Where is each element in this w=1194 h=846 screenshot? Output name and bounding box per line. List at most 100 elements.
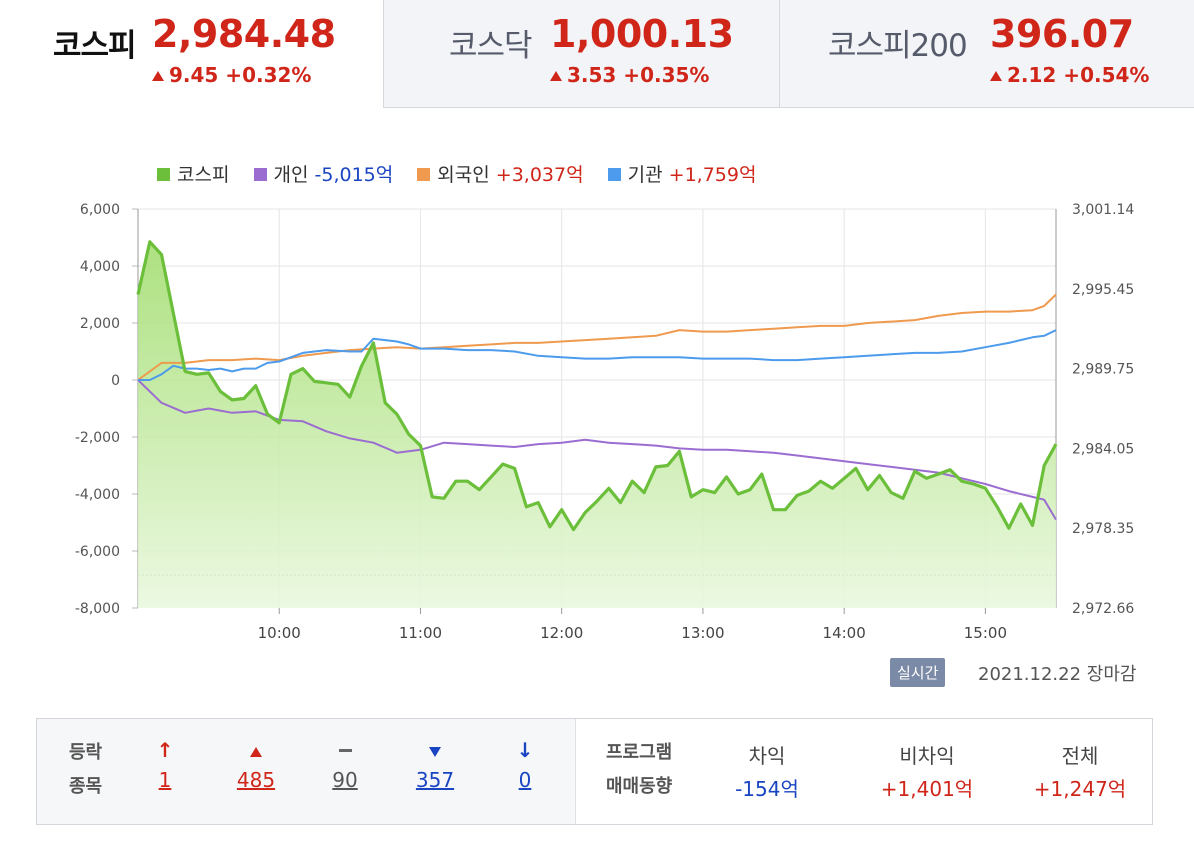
legend-swatch xyxy=(253,168,267,181)
y-tick-label-right: 2,995.45 xyxy=(1072,282,1134,298)
series-line-kospi xyxy=(136,240,1058,532)
program-non-arbitrage-label: 비차익 xyxy=(899,744,955,768)
rise-triangle-icon xyxy=(226,735,286,765)
title-line: 등락 xyxy=(69,742,103,763)
program-total-value: +1,247억 xyxy=(1005,771,1155,807)
tab-kospi200-change: 2.12 +0.54% xyxy=(990,63,1149,87)
unchanged-count[interactable]: 90 xyxy=(332,768,358,792)
program-arbitrage-label: 차익 xyxy=(748,744,786,768)
up-triangle-icon xyxy=(990,71,1002,81)
value-unit: 억 xyxy=(1107,777,1127,801)
lower-limit-count[interactable]: 0 xyxy=(518,768,532,792)
tab-kospi-name: 코스피 xyxy=(53,28,137,64)
y-tick-label-right: 2,972.66 xyxy=(1072,601,1134,617)
series-area-kospi xyxy=(138,241,1056,609)
x-tick-label: 10:00 xyxy=(258,624,301,642)
up-triangle-icon xyxy=(550,71,562,81)
falling-stocks[interactable]: 357 xyxy=(405,735,465,795)
program-total: 전체 +1,247억 xyxy=(1005,741,1155,807)
advance-decline-section: 등락 종목 ↑ 1 485 90 357 ↓ 0 xyxy=(37,719,576,824)
value-number: +1,247 xyxy=(1033,777,1108,801)
tab-kospi200-change-text: 2.12 +0.54% xyxy=(1007,63,1150,87)
fall-triangle-icon xyxy=(405,735,465,765)
value-unit: 억 xyxy=(954,777,974,801)
investor-trend-chart: 6,000 4,000 2,000 0 -2,000 -4,000 -6,000 -8,000… xyxy=(75,202,1135,642)
tab-kosdaq[interactable]: 코스닥 1,000.13 3.53 +0.35% xyxy=(383,0,779,108)
upper-limit-arrow-icon: ↑ xyxy=(156,738,174,762)
legend-individual[interactable]: 개인 -5,015억 xyxy=(253,160,394,187)
title-line: 매매동향 xyxy=(606,776,673,797)
x-tick-label: 15:00 xyxy=(964,624,1007,642)
y-tick-label-right: 2,989.75 xyxy=(1072,362,1134,378)
legend-label: 개인 xyxy=(273,164,309,186)
y-tick-label-left: -2,000 xyxy=(75,430,120,446)
realtime-badge: 실시간 xyxy=(890,658,946,687)
y-tick-label-left: 6,000 xyxy=(80,202,120,218)
y-tick-label-left: -8,000 xyxy=(75,601,120,617)
market-summary-panel: 등락 종목 ↑ 1 485 90 357 ↓ 0 프로그램 매매동향 차익 -1… xyxy=(36,718,1153,825)
y-tick-label-right: 2,984.05 xyxy=(1072,441,1134,457)
y-tick-label-right: 3,001.14 xyxy=(1072,202,1134,218)
series-line-foreigner xyxy=(137,293,1057,381)
advance-decline-title: 등락 종목 xyxy=(69,736,102,804)
tab-kosdaq-value: 1,000.13 xyxy=(550,12,734,56)
flat-dash-icon xyxy=(315,735,375,765)
series-line-institution xyxy=(138,329,1057,381)
falling-count[interactable]: 357 xyxy=(415,768,455,792)
tab-kospi200-name: 코스피200 xyxy=(828,28,968,64)
title-line: 종목 xyxy=(69,776,103,797)
legend-swatch xyxy=(607,168,621,181)
rising-count[interactable]: 485 xyxy=(236,768,276,792)
legend-value: +3,037억 xyxy=(495,164,584,186)
tab-kospi200[interactable]: 코스피200 396.07 2.12 +0.54% xyxy=(779,0,1194,108)
upper-limit-stocks[interactable]: ↑ 1 xyxy=(135,735,195,795)
tab-kosdaq-change: 3.53 +0.35% xyxy=(550,63,709,87)
tab-kospi-change-text: 9.45 +0.32% xyxy=(169,63,312,87)
y-tick-label-left: 2,000 xyxy=(80,316,120,332)
legend-label: 외국인 xyxy=(437,164,490,186)
y-tick-label-left: 4,000 xyxy=(80,259,120,275)
legend-label: 코스피 xyxy=(177,164,230,186)
tab-kospi-change: 9.45 +0.32% xyxy=(152,63,311,87)
legend-swatch xyxy=(417,168,431,181)
legend-kospi[interactable]: 코스피 xyxy=(157,160,229,187)
x-tick-label: 11:00 xyxy=(399,624,442,642)
value-number: +1,401 xyxy=(880,777,955,801)
y-tick-label-left: -4,000 xyxy=(75,487,120,503)
up-triangle-icon xyxy=(152,71,164,81)
program-total-label: 전체 xyxy=(1061,744,1099,768)
rising-stocks[interactable]: 485 xyxy=(226,735,286,795)
tab-kospi200-value: 396.07 xyxy=(990,12,1134,56)
y-tick-label-right: 2,978.35 xyxy=(1072,521,1134,537)
legend-foreigner[interactable]: 외국인 +3,037억 xyxy=(417,160,584,187)
index-tabs: 코스피 2,984.48 9.45 +0.32% 코스닥 1,000.13 3.… xyxy=(0,0,1194,110)
y-tick-label-left: -6,000 xyxy=(75,544,120,560)
market-close-datetime: 2021.12.22 장마감 xyxy=(978,664,1137,685)
x-tick-label: 13:00 xyxy=(681,624,724,642)
legend-institution[interactable]: 기관 +1,759억 xyxy=(607,160,757,187)
upper-limit-count[interactable]: 1 xyxy=(158,768,172,792)
y-tick-label-left: 0 xyxy=(111,373,120,389)
tab-kosdaq-name: 코스닥 xyxy=(449,28,533,64)
series-line-individual xyxy=(137,379,1057,521)
program-trading-title: 프로그램 매매동향 xyxy=(606,736,672,804)
value-number: -154 xyxy=(735,777,781,801)
lower-limit-stocks[interactable]: ↓ 0 xyxy=(495,735,555,795)
tab-kospi-value: 2,984.48 xyxy=(152,12,336,56)
legend-label: 기관 xyxy=(627,164,663,186)
program-arbitrage: 차익 -154억 xyxy=(717,741,817,807)
program-arbitrage-value: -154억 xyxy=(717,771,817,807)
chart-legend: 코스피 개인 -5,015억 외국인 +3,037억 기관 +1,759억 xyxy=(157,160,774,186)
tab-kospi[interactable]: 코스피 2,984.48 9.45 +0.32% xyxy=(0,0,384,108)
program-non-arbitrage: 비차익 +1,401억 xyxy=(852,741,1002,807)
unchanged-stocks[interactable]: 90 xyxy=(315,735,375,795)
title-line: 프로그램 xyxy=(606,742,673,763)
legend-swatch xyxy=(157,168,170,181)
legend-value: +1,759억 xyxy=(668,164,757,186)
value-unit: 억 xyxy=(780,777,799,801)
lower-limit-arrow-icon: ↓ xyxy=(516,738,534,762)
tab-kosdaq-change-text: 3.53 +0.35% xyxy=(567,63,710,87)
x-tick-label: 12:00 xyxy=(540,624,583,642)
program-non-arbitrage-value: +1,401억 xyxy=(852,771,1002,807)
legend-value: -5,015억 xyxy=(314,164,394,186)
